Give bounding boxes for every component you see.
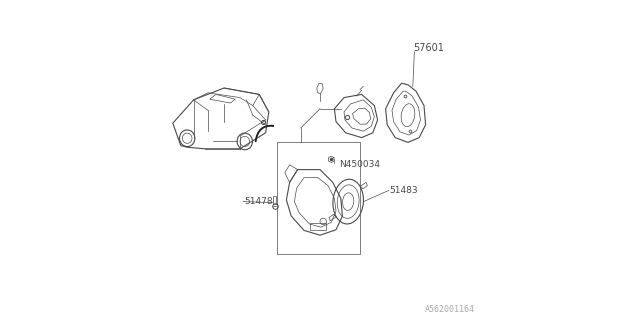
- Text: A562001164: A562001164: [425, 305, 475, 314]
- Bar: [277, 142, 360, 254]
- Text: N450034: N450034: [339, 160, 380, 169]
- FancyArrowPatch shape: [255, 126, 273, 141]
- Text: 51483: 51483: [390, 186, 419, 195]
- Text: 57601: 57601: [413, 43, 444, 53]
- Text: 51478: 51478: [244, 197, 273, 206]
